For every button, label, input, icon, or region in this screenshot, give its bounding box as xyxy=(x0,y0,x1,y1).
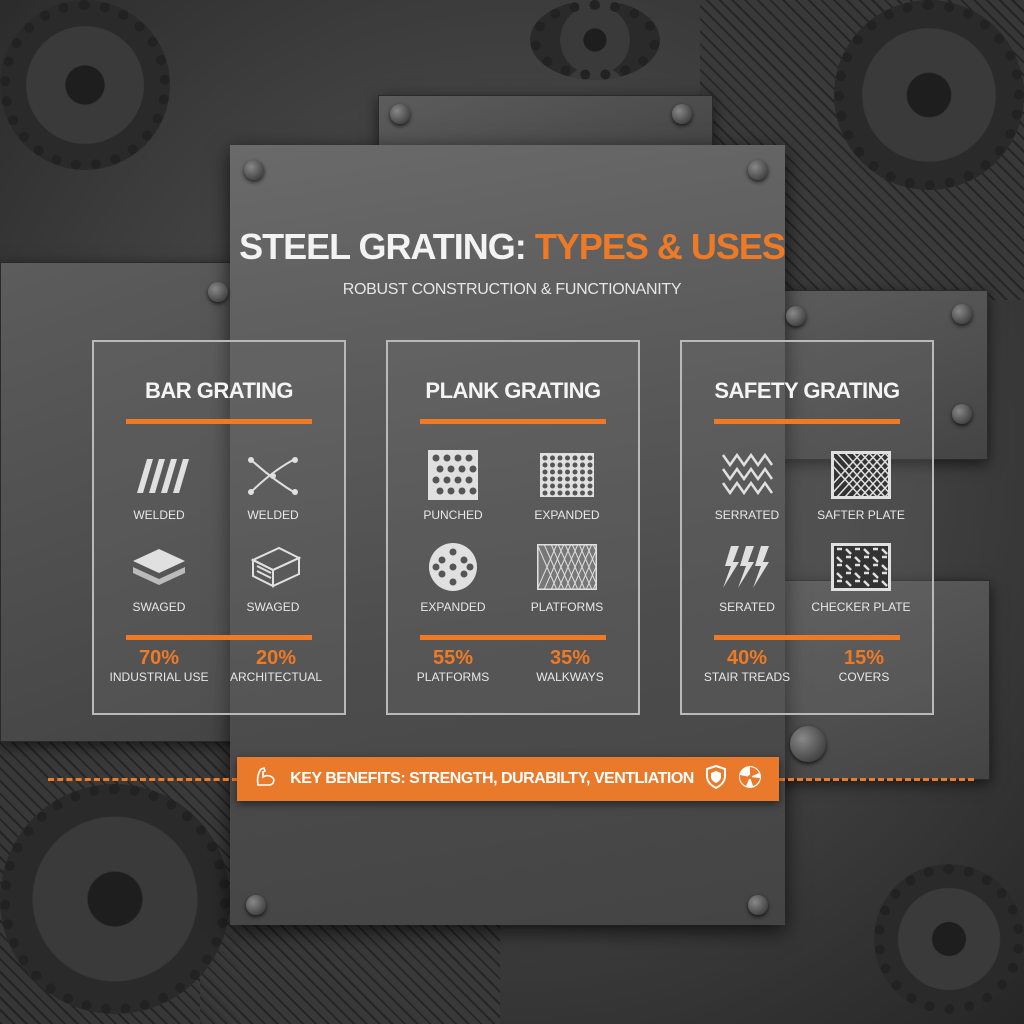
grating-type-item: EXPANDED xyxy=(398,542,508,614)
grating-type-item: SERRATED xyxy=(692,450,802,522)
card-heading: PLANK GRATING xyxy=(425,378,601,403)
item-label: PLATFORMS xyxy=(530,600,604,614)
divider-bar xyxy=(714,635,900,640)
gear xyxy=(0,784,230,1014)
stat-value: 35% xyxy=(549,647,591,669)
divider-bar xyxy=(714,419,900,424)
page-title: STEEL GRATING: TYPES & USES xyxy=(239,226,786,267)
usage-stat: 20% ARCHITECTUAL xyxy=(216,647,336,684)
item-label: WELDED xyxy=(133,508,185,522)
stat-label: ARCHITECTUAL xyxy=(229,670,322,684)
punched-plate-icon xyxy=(423,450,483,500)
stacked-plates-icon xyxy=(129,542,189,592)
divider-bar xyxy=(420,419,606,424)
stat-value: 40% xyxy=(726,647,768,669)
crosshatch-plate-icon xyxy=(831,450,891,500)
grating-type-item: CHECKER PLATE xyxy=(806,542,916,614)
item-label: EXPANDED xyxy=(534,508,600,522)
usage-stat: 40% STAIR TREADS xyxy=(687,647,807,684)
item-label: SERRATED xyxy=(714,508,780,522)
grating-type-item: SERATED xyxy=(692,542,802,614)
grating-type-item: SWAGED xyxy=(104,542,214,614)
item-label: SERATED xyxy=(719,600,775,614)
metal-plate xyxy=(0,262,250,742)
grating-type-item: PLATFORMS xyxy=(512,542,622,614)
stat-label: STAIR TREADS xyxy=(703,670,791,684)
grating-type-item: SAFTER PLATE xyxy=(806,450,916,522)
stat-value: 55% xyxy=(432,647,474,669)
key-benefits-banner: KEY BENEFITS: STRENGTH, DURABILTY, VENTL… xyxy=(237,757,779,801)
card-heading: BAR GRATING xyxy=(144,378,294,403)
page-subtitle: ROBUST CONSTRUCTION & FUNCTIONANITY xyxy=(342,281,682,298)
grating-type-item: WELDED xyxy=(218,450,328,522)
card-plank-grating: PLANK GRATING PUNCHED EXPANDED EXPANDED PLA… xyxy=(386,340,640,715)
grating-type-item: WELDED xyxy=(104,450,214,522)
shield-icon xyxy=(705,764,726,794)
dotted-plate-icon xyxy=(537,450,597,500)
crossed-wires-icon xyxy=(243,450,303,500)
bolt xyxy=(208,282,228,302)
usage-stat: 70% INDUSTRIAL USE xyxy=(99,647,219,684)
dashed-line-right xyxy=(779,778,974,781)
mesh-plate-icon xyxy=(537,542,597,592)
card-safety-grating: SAFETY GRATING SERRATED SAFTER PLATE SERAT… xyxy=(680,340,934,715)
stat-label: INDUSTRIAL USE xyxy=(109,670,209,684)
checker-plate-icon xyxy=(831,542,891,592)
banner-text: KEY BENEFITS: STRENGTH, DURABILTY, VENTL… xyxy=(290,770,694,787)
serrated-zigzag-icon xyxy=(717,450,777,500)
gear xyxy=(530,0,660,80)
fan-icon xyxy=(738,765,762,794)
stat-value: 15% xyxy=(843,647,885,669)
stat-label: COVERS xyxy=(838,670,890,684)
usage-stat: 55% PLATFORMS xyxy=(393,647,513,684)
item-label: SWAGED xyxy=(246,600,300,614)
gear xyxy=(834,0,1024,190)
lightning-bolts-icon xyxy=(717,542,777,592)
divider-bar xyxy=(126,635,312,640)
bolt xyxy=(748,160,768,180)
gear xyxy=(874,864,1024,1014)
item-label: EXPANDED xyxy=(420,600,486,614)
dashed-line-left xyxy=(48,778,238,781)
item-label: CHECKER PLATE xyxy=(811,600,911,614)
stat-value: 70% xyxy=(138,647,180,669)
bolt xyxy=(952,304,972,324)
round-perforated-icon xyxy=(423,542,483,592)
bolt xyxy=(748,895,768,915)
gear xyxy=(0,0,170,170)
usage-stat: 35% WALKWAYS xyxy=(510,647,630,684)
hex-bolt xyxy=(790,726,826,762)
grating-type-item: EXPANDED xyxy=(512,450,622,522)
card-heading: SAFETY GRATING xyxy=(714,378,900,403)
stat-value: 20% xyxy=(255,647,297,669)
bolt xyxy=(244,160,264,180)
item-label: SAFTER PLATE xyxy=(817,508,905,522)
bar-block-icon xyxy=(243,542,303,592)
bolt xyxy=(390,104,410,124)
divider-bar xyxy=(126,419,312,424)
parallel-bars-icon xyxy=(129,450,189,500)
bolt xyxy=(672,104,692,124)
item-label: PUNCHED xyxy=(423,508,483,522)
bolt xyxy=(786,306,806,326)
stat-label: WALKWAYS xyxy=(536,670,604,684)
divider-bar xyxy=(420,635,606,640)
item-label: SWAGED xyxy=(132,600,186,614)
bolt xyxy=(246,895,266,915)
bolt xyxy=(952,404,972,424)
item-label: WELDED xyxy=(247,508,299,522)
flexed-arm-icon xyxy=(254,765,278,794)
grating-type-item: PUNCHED xyxy=(398,450,508,522)
stat-label: PLATFORMS xyxy=(416,670,490,684)
grating-type-item: SWAGED xyxy=(218,542,328,614)
card-bar-grating: BAR GRATING WELDED WELDED SWAGED SWAGED 70% I… xyxy=(92,340,346,715)
usage-stat: 15% COVERS xyxy=(804,647,924,684)
